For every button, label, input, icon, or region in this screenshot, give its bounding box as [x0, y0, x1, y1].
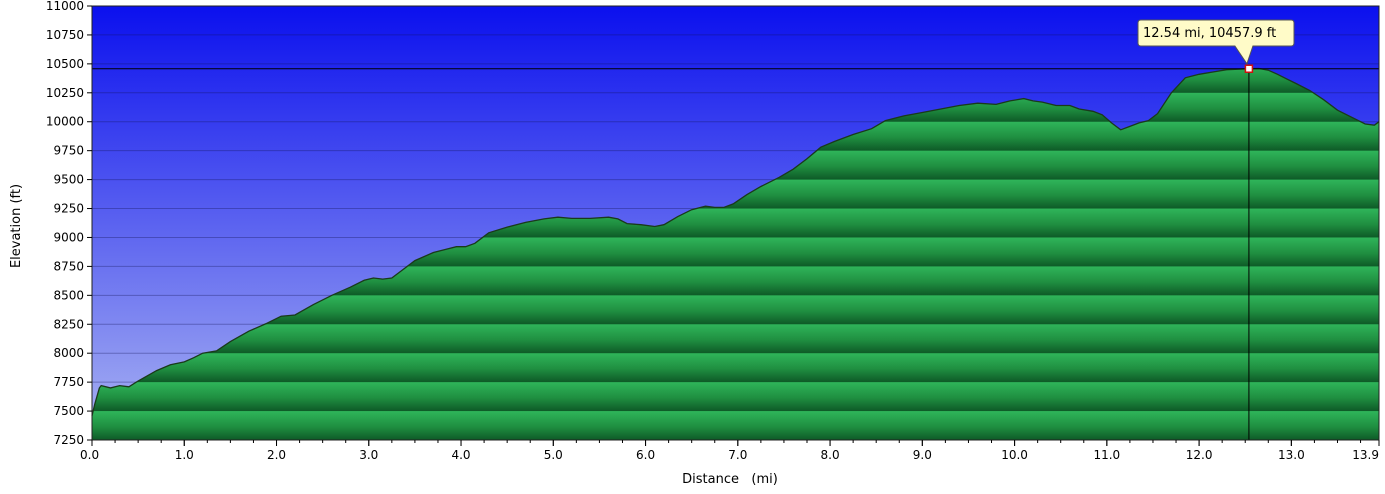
y-tick-label: 9500 — [53, 173, 84, 187]
plot-frame — [91, 5, 1380, 441]
y-axis-label: Elevation (ft) — [9, 184, 24, 268]
value-callout: 12.54 mi, 10457.9 ft — [1137, 19, 1295, 65]
elevation-band — [92, 324, 1379, 354]
x-tick-label: 0.0 — [80, 448, 99, 462]
x-tick-label: 3.0 — [359, 448, 378, 462]
x-tick-label: 13.0 — [1278, 448, 1305, 462]
y-tick-label: 9250 — [53, 202, 84, 216]
x-tick-label: 10.0 — [1001, 448, 1028, 462]
x-tick-label: 6.0 — [636, 448, 655, 462]
y-tick-label: 8000 — [53, 346, 84, 360]
y-tick-label: 10000 — [46, 115, 84, 129]
plot-area — [91, 5, 1380, 441]
y-tick-label: 10250 — [46, 86, 84, 100]
y-tick-label: 10500 — [46, 57, 84, 71]
y-tick-label: 8500 — [53, 288, 84, 302]
y-tick-label: 7750 — [53, 375, 84, 389]
y-tick-label: 7250 — [53, 433, 84, 447]
y-tick-label: 8750 — [53, 259, 84, 273]
x-axis-label: Distance (mi) — [682, 472, 778, 487]
x-tick-label: 13.9 — [1352, 448, 1379, 462]
y-tick-label: 9750 — [53, 144, 84, 158]
y-tick-label: 8250 — [53, 317, 84, 331]
x-tick-label: 1.0 — [175, 448, 194, 462]
x-axis-ticks: 0.0 1.0 2.0 3.0 4.0 5.0 6.0 7.0 8.0 9.0 10.0 11.0 12… — [80, 440, 1380, 462]
x-tick-label: 8.0 — [821, 448, 840, 462]
x-tick-label: 9.0 — [913, 448, 932, 462]
y-tick-label: 9000 — [53, 230, 84, 244]
elevation-band — [92, 382, 1379, 412]
elevation-profile-line — [91, 67, 1380, 416]
callout-box — [1137, 19, 1295, 65]
x-tick-label: 2.0 — [267, 448, 286, 462]
peak-marker[interactable] — [1244, 64, 1254, 73]
x-tick-label: 12.0 — [1186, 448, 1213, 462]
x-tick-label: 7.0 — [728, 448, 747, 462]
callout-text: 12.54 mi, 10457.9 ft — [1143, 26, 1276, 41]
y-tick-label: 10750 — [46, 28, 84, 42]
elevation-band — [92, 411, 1379, 440]
x-tick-label: 5.0 — [544, 448, 563, 462]
elevation-band — [92, 353, 1379, 383]
y-tick-label: 11000 — [46, 0, 84, 13]
x-tick-label: 11.0 — [1093, 448, 1120, 462]
y-axis-ticks: 7250 7500 7750 8000 8250 8500 8750 9000 9250 9500… — [46, 0, 92, 447]
y-tick-label: 7500 — [53, 404, 84, 418]
x-tick-label: 4.0 — [451, 448, 470, 462]
